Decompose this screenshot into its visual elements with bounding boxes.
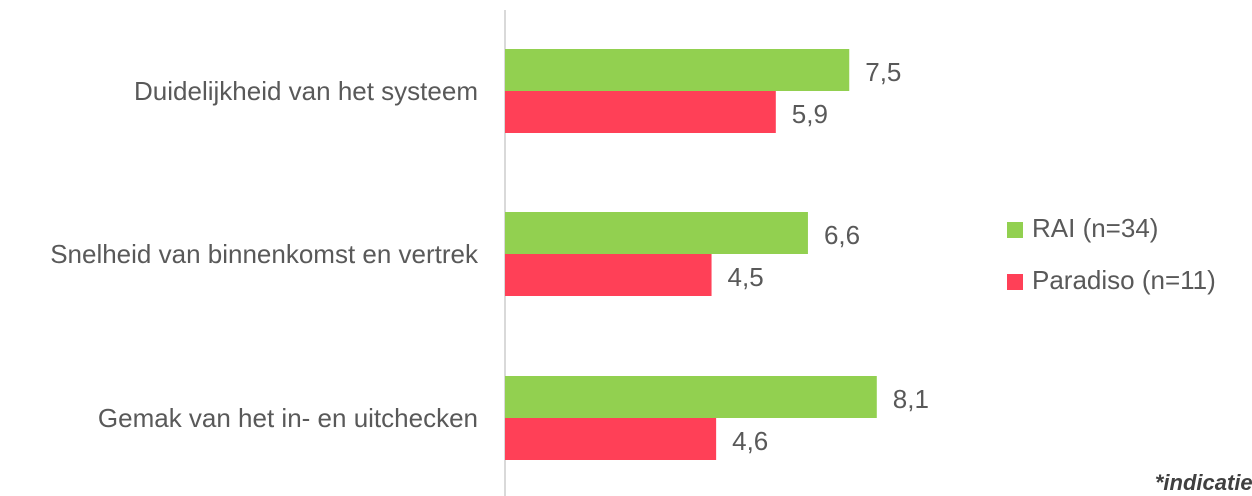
legend-swatch <box>1007 274 1023 290</box>
category-text: Snelheid van binnenkomst en vertrek <box>50 239 478 269</box>
bar <box>505 418 717 460</box>
value-label: 5,9 <box>792 99 828 129</box>
legend-label: RAI (n=34) <box>1032 213 1158 243</box>
category-text: Gemak van het in- en uitchecken <box>97 403 478 433</box>
value-label: 4,6 <box>732 426 768 456</box>
legend-label: Paradiso (n=11) <box>1032 265 1216 295</box>
bar <box>505 376 877 418</box>
legend-swatch <box>1007 222 1023 238</box>
bar <box>505 49 850 91</box>
bar <box>505 212 808 254</box>
value-label: 4,5 <box>728 262 764 292</box>
value-label: 7,5 <box>865 57 901 87</box>
category-label: Gemak van het in- en uitchecken <box>38 401 478 435</box>
value-label: 8,1 <box>893 384 929 414</box>
bar <box>505 254 712 296</box>
category-label: Duidelijkheid van het systeem <box>38 74 478 108</box>
bar <box>505 91 776 133</box>
footnote: *indicatief <box>1154 470 1252 495</box>
value-label: 6,6 <box>824 220 860 250</box>
category-label: Snelheid van binnenkomst en vertrek <box>38 237 478 271</box>
category-text: Duidelijkheid van het systeem <box>134 76 478 106</box>
